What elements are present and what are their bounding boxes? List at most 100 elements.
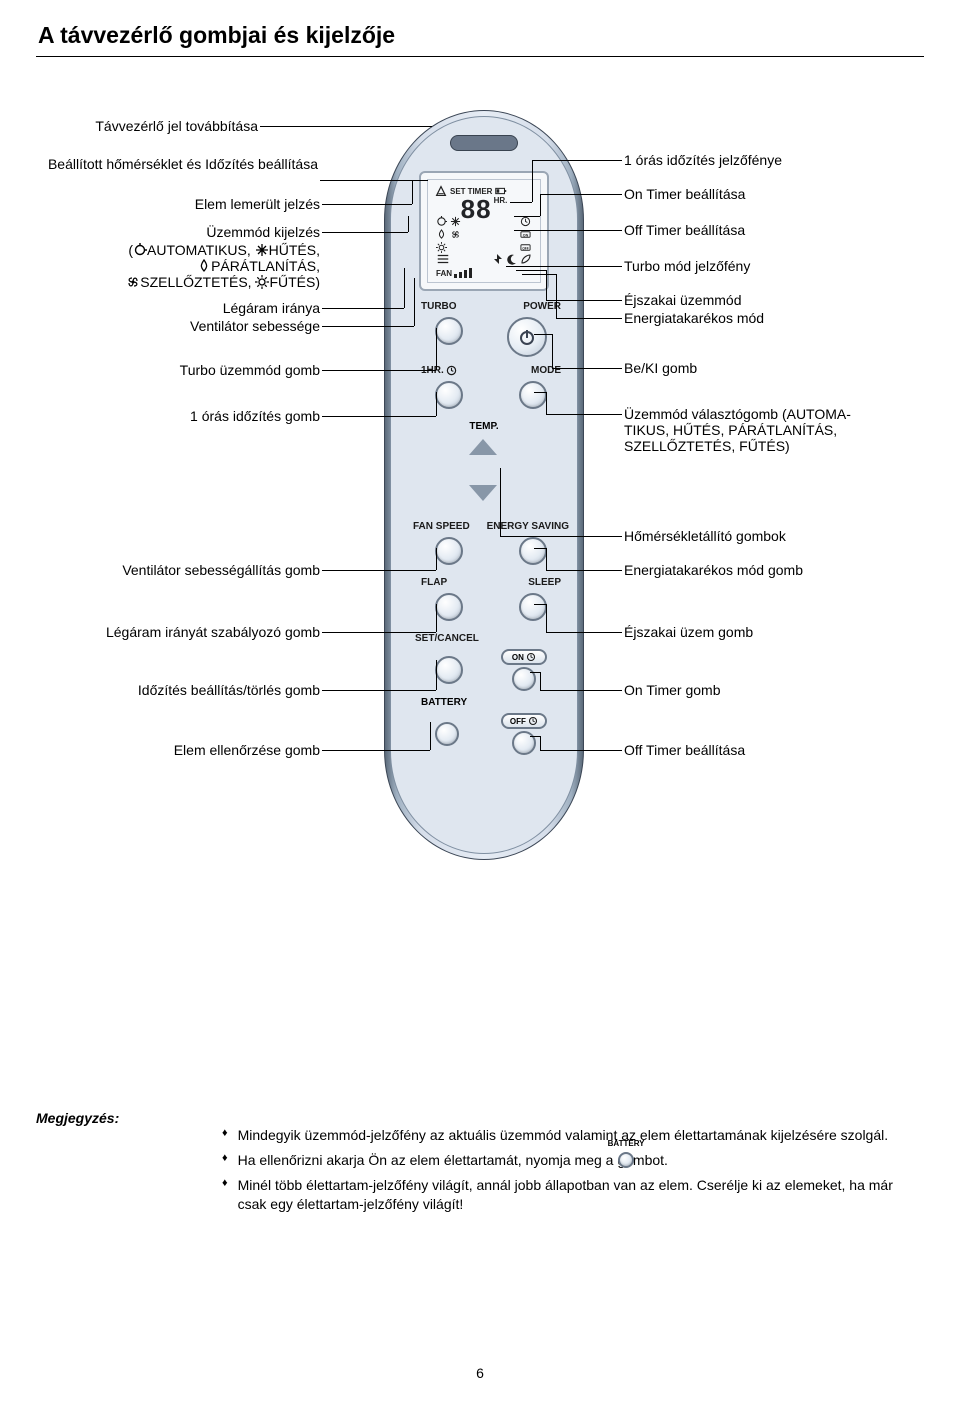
power-icon [517,327,537,347]
callout-turbo-btn: Turbo üzemmód gomb [120,362,320,378]
callout-turbo-indicator: Turbo mód jelzőfény [624,258,924,274]
temp-up-button[interactable] [469,439,497,455]
remote-illustration: SET TIMER 88 HR. ON [384,110,584,860]
lead [540,194,622,195]
callout-setcancel-btn: Időzítés beállítás/törlés gomb [60,682,320,698]
callout-sleep-btn: Éjszakai üzem gomb [624,624,924,640]
turbo-button[interactable] [435,317,463,345]
lead [534,548,546,549]
fanspeed-label: FAN SPEED [413,521,470,532]
onehr-button[interactable] [435,381,463,409]
lead [322,750,430,751]
lcd-hr-label: HR. [494,196,508,205]
lead [522,274,556,275]
lead [412,180,413,204]
lcd-digits: 88 [461,194,492,225]
lead [436,392,437,416]
lead [436,604,437,632]
setcancel-button[interactable] [435,656,463,684]
callout-energysaving-btn: Energiatakarékos mód gomb [624,562,924,578]
callout-eco-indicator: Energiatakarékos mód [624,310,924,326]
lead [540,736,541,750]
ontimer-button[interactable] [512,667,536,691]
clock-icon [520,216,531,227]
svg-text:ON: ON [523,233,529,237]
remote-body-inner: SET TIMER 88 HR. ON [390,116,578,854]
lead [436,548,437,570]
note-item: ♦ Ha ellenőrizni akarja Ön az elem élett… [222,1151,924,1170]
battery-button[interactable] [435,722,459,746]
lead [322,632,436,633]
lead [546,414,622,415]
temp-down-button[interactable] [469,485,497,501]
lcd-display: SET TIMER 88 HR. ON [419,171,549,291]
power-button[interactable] [507,317,547,357]
title-divider [36,56,924,57]
note-item: ♦Mindegyik üzemmód-jelzőfény az aktuális… [222,1126,924,1145]
lead [408,216,409,232]
offtimer-button[interactable] [512,731,536,755]
lead [436,328,437,370]
page-number: 6 [476,1365,484,1381]
notes-section: Megjegyzés: ♦Mindegyik üzemmód-jelzőfény… [36,1110,924,1220]
lead [540,672,541,690]
turbo-icon [492,253,504,265]
lead [514,230,622,231]
lead [322,326,414,327]
fan-speed-bars-icon [454,268,476,278]
callout-1hr-indicator: 1 órás időzítés jelzőfénye [624,152,924,168]
lead [260,126,432,127]
energysaving-button[interactable] [519,537,547,565]
lead [556,318,622,319]
callout-fanspeed-btn: Ventilátor sebességállítás gomb [60,562,320,578]
callout-off-timer-set: Off Timer beállítása [624,222,924,238]
battery-button-inline [618,1152,634,1168]
note-item: ♦Minél több élettartam-jelzőfény világít… [222,1176,924,1214]
lead [530,672,540,673]
moon-icon [506,253,518,265]
lead [532,160,622,161]
clock-icon [446,365,457,376]
lead [436,660,437,690]
svg-text:OFF: OFF [522,246,528,250]
lead [322,370,436,371]
lcd-bottom-row [436,252,532,266]
fanspeed-button[interactable] [435,537,463,565]
lcd-mode-icons [436,216,462,253]
lead [552,334,553,368]
callout-battery-low: Elem lemerült jelzés [120,196,320,212]
clock-icon [526,652,536,662]
callout-mode-display: Üzemmód kijelzés [160,224,320,240]
lead [534,392,546,393]
lead [552,368,622,369]
sleep-button[interactable] [519,593,547,621]
auto-mode-icon [133,243,147,257]
battery-label-inline: BATTERY [608,1139,645,1150]
flap-label: FLAP [421,577,447,588]
mode-button[interactable] [519,381,547,409]
lead [516,270,546,271]
on-pill: ON [501,649,547,665]
dry-mode-icon [197,259,211,273]
turbo-label: TURBO [421,301,457,312]
lead [514,216,540,217]
callout-on-timer-set: On Timer beállítása [624,186,924,202]
dry-mode-icon [436,229,447,240]
flap-button[interactable] [435,593,463,621]
fan-mode-icon [126,275,140,289]
flap-icon [436,252,450,266]
callout-temp-btns: Hőmérsékletállító gombok [624,528,924,544]
cool-mode-icon [450,216,461,227]
lead [546,392,547,414]
callout-set-temp-timer: Beállított hőmérséklet és Időzítés beáll… [38,156,318,172]
mode-label: MODE [531,365,561,376]
temp-buttons [469,439,499,501]
callout-sleep-indicator: Éjszakai üzemmód [624,292,924,308]
clock-icon [528,716,538,726]
lead [540,750,622,751]
lead [546,632,622,633]
battery-label: BATTERY [421,697,467,708]
lead [540,690,622,691]
cool-mode-icon [255,243,269,257]
lead [322,232,408,233]
